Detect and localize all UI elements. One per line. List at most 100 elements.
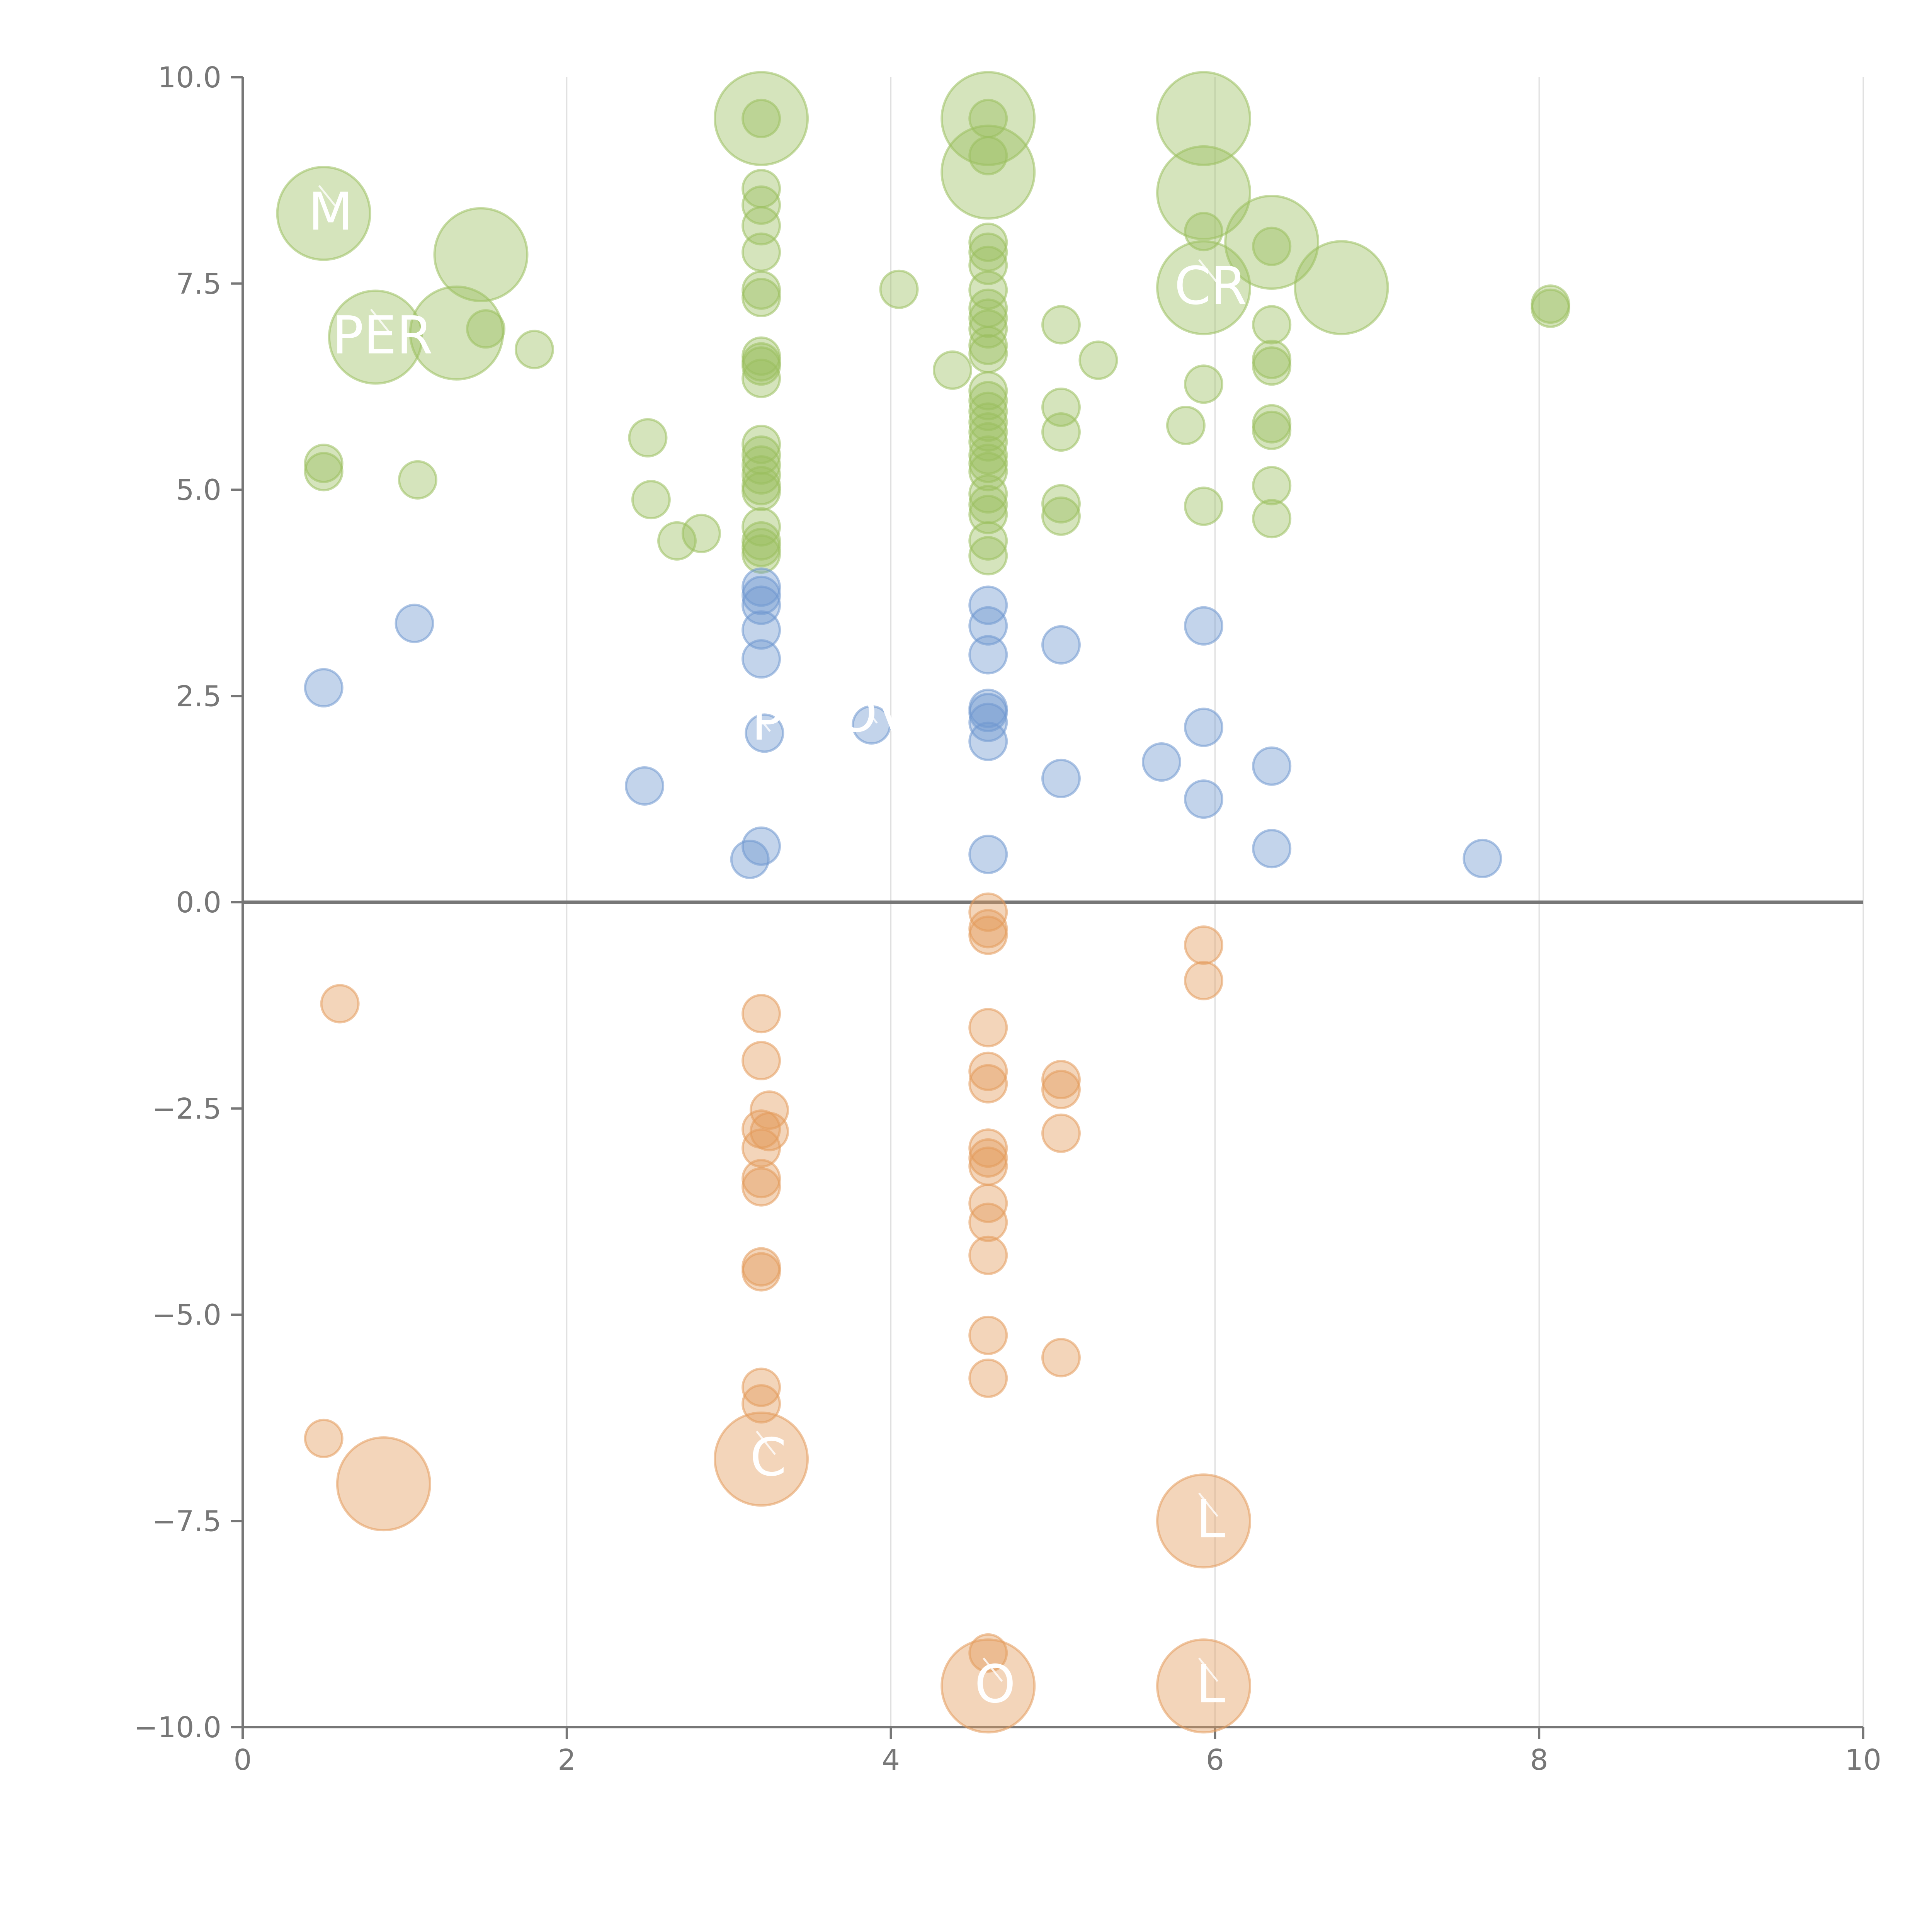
data-point bbox=[968, 412, 1008, 452]
data-point bbox=[1078, 340, 1118, 380]
data-point bbox=[968, 402, 1008, 442]
data-point bbox=[968, 536, 1008, 576]
label-leader-line bbox=[756, 1430, 776, 1455]
data-point bbox=[628, 418, 668, 457]
point-label: PER bbox=[332, 305, 433, 366]
data-point bbox=[398, 460, 437, 500]
axis-layer: 0 2 4 6 8 10 10.0 7.5 5.0 2.5 0.0 −2.5 −5.0 −7.5 −10.0 bbox=[134, 61, 1881, 1777]
data-point bbox=[681, 514, 721, 553]
data-point bbox=[968, 1358, 1008, 1398]
data-point bbox=[968, 1202, 1008, 1242]
data-point bbox=[304, 452, 344, 492]
data-point bbox=[968, 391, 1008, 431]
data-point bbox=[968, 721, 1008, 761]
data-point bbox=[742, 507, 781, 547]
point-label: P bbox=[752, 691, 783, 752]
data-point bbox=[742, 1159, 781, 1199]
label-leader-line bbox=[1198, 1657, 1218, 1682]
data-point bbox=[1041, 496, 1081, 536]
data-point bbox=[657, 521, 697, 561]
data-point bbox=[1252, 466, 1292, 505]
data-point bbox=[1184, 925, 1224, 965]
data-point bbox=[940, 71, 1036, 166]
y-tick-label: −10.0 bbox=[134, 1711, 221, 1744]
data-point bbox=[276, 166, 371, 261]
y-tick-label: 2.5 bbox=[176, 680, 221, 713]
data-point bbox=[742, 99, 781, 138]
data-point bbox=[1156, 1473, 1252, 1569]
data-point bbox=[1252, 226, 1292, 266]
data-point bbox=[968, 474, 1008, 514]
data-point bbox=[1041, 1338, 1081, 1378]
data-point bbox=[742, 610, 781, 650]
data-point bbox=[714, 71, 809, 166]
data-point bbox=[742, 455, 781, 495]
data-point bbox=[968, 1064, 1008, 1104]
data-point bbox=[1252, 499, 1292, 539]
data-point bbox=[1184, 364, 1224, 404]
data-point bbox=[968, 1235, 1008, 1275]
data-point bbox=[1141, 742, 1181, 782]
label-leader-line bbox=[1198, 259, 1218, 284]
data-point bbox=[968, 635, 1008, 675]
x-tick-label: 8 bbox=[1530, 1743, 1548, 1777]
data-point bbox=[742, 639, 781, 679]
data-point bbox=[1294, 240, 1389, 335]
data-point bbox=[852, 705, 891, 745]
data-point bbox=[932, 350, 972, 390]
data-point bbox=[940, 1638, 1036, 1734]
data-point bbox=[304, 444, 344, 483]
data-point bbox=[968, 381, 1008, 420]
data-point bbox=[742, 1041, 781, 1080]
data-point bbox=[1156, 1638, 1252, 1734]
y-tick-label: 5.0 bbox=[176, 474, 221, 507]
data-point bbox=[742, 359, 781, 398]
data-point bbox=[940, 124, 1036, 220]
data-point bbox=[968, 444, 1008, 483]
data-point bbox=[742, 1167, 781, 1207]
y-tick-label: −2.5 bbox=[152, 1092, 221, 1126]
data-point bbox=[1184, 707, 1224, 747]
y-tick-label: −7.5 bbox=[152, 1505, 221, 1538]
data-point bbox=[968, 1008, 1008, 1048]
data-point bbox=[433, 207, 529, 303]
label-leader-line bbox=[983, 1657, 1003, 1682]
data-point bbox=[1156, 145, 1252, 240]
label-leader-line bbox=[762, 721, 771, 732]
data-point bbox=[742, 232, 781, 272]
data-point bbox=[742, 425, 781, 464]
data-point bbox=[514, 330, 554, 369]
data-point bbox=[1166, 405, 1206, 445]
point-label: C bbox=[750, 1427, 786, 1488]
data-point bbox=[1224, 195, 1320, 290]
y-tick-label: 0.0 bbox=[176, 886, 221, 919]
data-point bbox=[750, 1090, 789, 1130]
data-point bbox=[1184, 779, 1224, 819]
x-tick-label: 10 bbox=[1845, 1743, 1881, 1777]
points-layer bbox=[276, 71, 1570, 1734]
data-point bbox=[1041, 1113, 1081, 1153]
data-point bbox=[968, 892, 1008, 932]
data-point bbox=[395, 604, 434, 643]
data-point bbox=[1252, 829, 1292, 869]
data-point bbox=[1041, 625, 1081, 665]
label-leader-line bbox=[1198, 1492, 1218, 1517]
data-point bbox=[968, 223, 1008, 262]
data-point bbox=[968, 692, 1008, 732]
data-point bbox=[742, 1367, 781, 1407]
data-point bbox=[742, 185, 781, 225]
data-point bbox=[336, 1436, 431, 1532]
data-point bbox=[1184, 486, 1224, 526]
point-label: O bbox=[975, 1654, 1015, 1714]
label-leader-line bbox=[869, 713, 878, 724]
data-point bbox=[742, 1128, 781, 1168]
point-label: CR bbox=[1174, 255, 1247, 316]
point-label: OV bbox=[836, 683, 912, 744]
data-point bbox=[1184, 606, 1224, 646]
data-point bbox=[968, 1633, 1008, 1673]
data-point bbox=[968, 452, 1008, 492]
point-label: L bbox=[1196, 1654, 1225, 1714]
data-point bbox=[968, 835, 1008, 874]
point-label: M bbox=[308, 181, 353, 242]
